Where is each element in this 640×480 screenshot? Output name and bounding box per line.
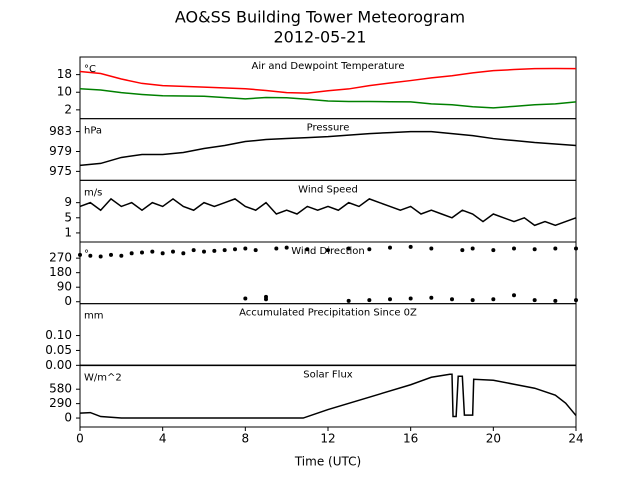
data-point [140, 250, 144, 255]
y-tick-label: 975 [49, 164, 72, 178]
data-point [470, 298, 475, 303]
data-point [233, 247, 237, 252]
y-tick-label: 0.05 [45, 343, 72, 357]
y-tick-label: 290 [49, 396, 72, 410]
unit-label: °C [84, 64, 96, 75]
data-point [470, 246, 475, 251]
y-tick-label: 0 [64, 411, 72, 425]
x-axis-label: Time (UTC) [294, 455, 361, 469]
data-point [284, 245, 289, 250]
data-point [253, 248, 258, 253]
panel-title: Air and Dewpoint Temperature [252, 61, 405, 72]
data-point [88, 253, 93, 258]
data-point [109, 252, 113, 257]
y-tick-label: 580 [49, 382, 72, 396]
data-point [264, 297, 268, 302]
data-point [78, 252, 82, 257]
data-point [202, 249, 206, 254]
data-point [429, 295, 434, 300]
data-point [491, 297, 496, 302]
y-tick-label: 18 [57, 67, 72, 81]
data-point [408, 296, 413, 301]
data-point [512, 293, 516, 298]
panel-title: Solar Flux [303, 369, 353, 380]
data-line [79, 67, 577, 94]
y-tick-label: 5 [64, 210, 72, 224]
data-point [222, 248, 227, 253]
data-line [79, 197, 577, 227]
y-tick-label: 270 [49, 251, 72, 265]
y-tick-label: 9 [64, 195, 72, 209]
unit-label: m/s [84, 187, 102, 198]
panel-title: Pressure [307, 123, 350, 134]
data-point [243, 246, 248, 251]
x-tick-label: 24 [568, 432, 583, 446]
y-tick-label: 983 [49, 124, 72, 138]
data-point [191, 248, 196, 253]
x-tick-label: 4 [159, 432, 167, 446]
panel-title: Wind Speed [298, 184, 358, 195]
unit-label: ° [84, 249, 89, 260]
unit-label: W/m^2 [84, 372, 122, 383]
data-point [491, 248, 496, 253]
data-point [388, 245, 392, 250]
y-tick-label: 180 [49, 265, 72, 279]
data-point [274, 246, 279, 251]
data-point [512, 246, 516, 251]
chart-title: AO&SS Building Tower Meteorogram [175, 8, 465, 27]
x-tick-label: 12 [320, 432, 335, 446]
data-point [160, 251, 165, 256]
y-tick-label: 2 [64, 102, 72, 116]
data-point [150, 249, 155, 254]
data-point [460, 248, 465, 253]
data-point [367, 298, 372, 303]
data-point [171, 249, 175, 254]
y-tick-label: 90 [57, 280, 72, 294]
data-point [212, 248, 217, 253]
data-point [181, 251, 186, 256]
unit-label: mm [84, 311, 103, 322]
y-tick-label: 0.10 [45, 328, 72, 342]
data-line [79, 373, 577, 419]
x-tick-label: 8 [242, 432, 250, 446]
data-point [553, 298, 558, 303]
data-point [408, 244, 413, 249]
x-tick-label: 0 [76, 432, 84, 446]
data-point [553, 246, 558, 251]
panel-title: Accumulated Precipitation Since 0Z [239, 308, 417, 319]
x-tick-label: 20 [486, 432, 501, 446]
data-point [532, 247, 537, 252]
data-point [98, 254, 103, 259]
data-point [429, 246, 434, 251]
data-line [79, 87, 577, 109]
data-point [574, 298, 578, 303]
data-line [79, 130, 577, 167]
data-point [119, 253, 124, 258]
y-tick-label: 979 [49, 144, 72, 158]
chart-subtitle: 2012-05-21 [274, 28, 367, 47]
data-point [367, 247, 372, 252]
data-point [388, 297, 392, 302]
y-tick-label: 0.00 [45, 358, 72, 372]
x-tick-label: 16 [403, 432, 418, 446]
data-point [326, 248, 330, 253]
data-point [346, 246, 351, 251]
data-point [450, 297, 454, 302]
y-tick-label: 1 [64, 225, 72, 239]
data-point [574, 246, 578, 251]
data-point [243, 296, 248, 301]
data-point [129, 251, 134, 256]
unit-label: hPa [84, 126, 102, 137]
data-point [305, 247, 310, 252]
data-point [346, 298, 351, 303]
data-point [532, 298, 537, 303]
y-tick-label: 0 [64, 294, 72, 308]
y-tick-label: 10 [57, 85, 72, 99]
